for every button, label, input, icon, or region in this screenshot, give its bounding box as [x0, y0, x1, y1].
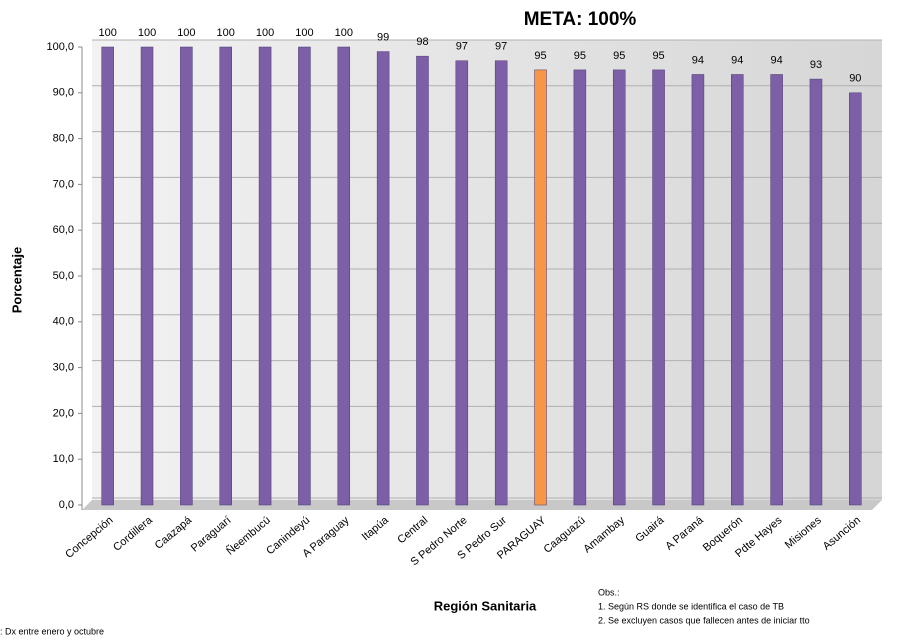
- bar: [849, 92, 862, 506]
- y-tick-label: 10,0: [53, 453, 74, 465]
- value-label: 100: [98, 27, 116, 39]
- y-axis-title: Porcentaje: [9, 247, 24, 313]
- bar: [258, 46, 272, 506]
- value-label: 95: [574, 50, 586, 62]
- x-tick-label: Misiones: [783, 514, 824, 551]
- chart-title: META: 100%: [524, 9, 637, 30]
- y-tick-label: 70,0: [53, 178, 74, 190]
- y-tick-label: 100,0: [46, 41, 74, 53]
- value-label: 94: [731, 54, 743, 66]
- bar: [140, 46, 154, 506]
- value-label: 98: [416, 36, 428, 48]
- note: 1. Según RS donde se identifica el caso …: [598, 601, 784, 611]
- bar: [455, 60, 469, 506]
- y-tick-label: 60,0: [53, 224, 74, 236]
- bar: [612, 69, 626, 506]
- y-tick-label: 20,0: [53, 407, 74, 419]
- value-label: 97: [456, 41, 468, 53]
- bar: [298, 46, 311, 506]
- bar: [376, 51, 390, 506]
- x-tick-label: Concepción: [63, 514, 115, 561]
- y-tick-label: 90,0: [53, 87, 74, 99]
- y-tick-label: 80,0: [53, 133, 74, 145]
- bar: [770, 74, 783, 506]
- value-label: 90: [849, 73, 861, 85]
- value-label: 97: [495, 41, 507, 53]
- bar: [534, 69, 547, 506]
- bar: [101, 46, 114, 506]
- plot-background: [92, 40, 882, 500]
- x-tick-label: Amambay: [581, 514, 627, 555]
- x-tick-label: Caaguazú: [542, 514, 588, 555]
- bar: [731, 74, 744, 506]
- x-tick-label: Guairá: [633, 514, 667, 545]
- bar: [180, 46, 193, 506]
- x-tick-label: Central: [395, 514, 430, 546]
- bar: [809, 78, 823, 506]
- value-label: 94: [771, 54, 783, 66]
- value-label: 99: [377, 31, 389, 43]
- bar: [219, 46, 232, 506]
- bar: [691, 74, 705, 506]
- plot-floor: [82, 500, 882, 510]
- x-tick-label: A Paraná: [663, 514, 706, 553]
- value-label: 100: [256, 27, 274, 39]
- x-tick-label: Asunción: [821, 514, 863, 552]
- value-label: 94: [692, 54, 704, 66]
- x-axis-title: Región Sanitaria: [434, 598, 537, 613]
- y-tick-label: 40,0: [53, 316, 74, 328]
- value-label: 93: [810, 59, 822, 71]
- y-tick-label: 30,0: [53, 362, 74, 374]
- x-tick-label: Cordillera: [111, 514, 155, 554]
- x-tick-label: Itapúa: [360, 514, 392, 543]
- bar: [573, 69, 587, 506]
- value-label: 100: [335, 27, 353, 39]
- footnote: : Dx entre enero y octubre: [0, 626, 104, 636]
- value-label: 100: [295, 27, 313, 39]
- value-label: 100: [217, 27, 235, 39]
- bar: [337, 46, 351, 506]
- y-tick-label: 0,0: [59, 499, 74, 511]
- y-tick-label: 50,0: [53, 270, 74, 282]
- bar: [652, 69, 665, 506]
- value-label: 100: [138, 27, 156, 39]
- value-label: 100: [177, 27, 195, 39]
- note: 2. Se excluyen casos que fallecen antes …: [598, 615, 810, 625]
- notes-title: Obs.:: [598, 587, 620, 597]
- bar: [494, 60, 508, 506]
- value-label: 95: [613, 50, 625, 62]
- bar: [416, 55, 429, 506]
- value-label: 95: [534, 50, 546, 62]
- value-label: 95: [652, 50, 664, 62]
